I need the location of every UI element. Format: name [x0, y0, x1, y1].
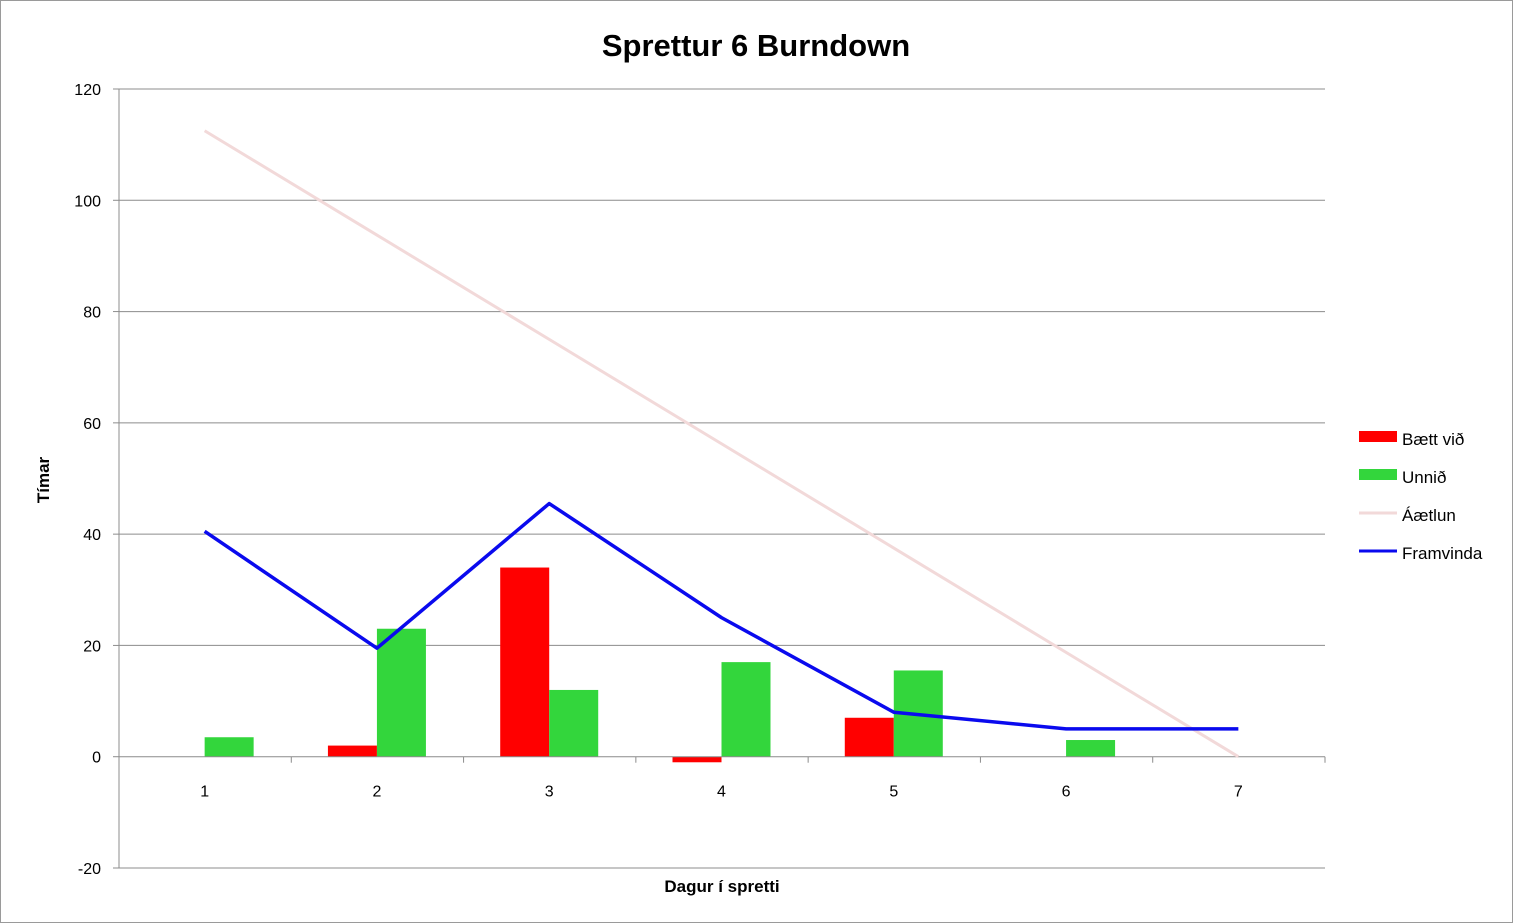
y-axis-title: Tímar	[34, 456, 53, 503]
y-tick-label: 100	[74, 193, 101, 210]
bar-unni--4	[721, 662, 771, 757]
bar-unni--6	[1066, 740, 1116, 757]
x-tick-label: 1	[200, 784, 209, 801]
x-tick-label: 5	[889, 784, 898, 801]
bar-unni--1	[204, 737, 254, 757]
x-tick-label: 2	[372, 784, 381, 801]
line--tlun	[203, 129, 1240, 758]
legend-label: Áætlun	[1402, 506, 1456, 525]
bars	[204, 567, 1116, 763]
legend: Bætt við Unnið Áætlun Framvinda	[1359, 430, 1483, 563]
legend-label: Framvinda	[1402, 544, 1483, 563]
y-tick-label: 60	[83, 416, 101, 433]
y-tick-label: 120	[74, 82, 101, 99]
y-tick-label: -20	[78, 861, 101, 878]
bar-b-tt-vi--2	[327, 745, 377, 757]
legend-swatch	[1359, 469, 1397, 480]
legend-swatch	[1359, 431, 1397, 442]
chart-title: Sprettur 6 Burndown	[602, 28, 910, 63]
bar-b-tt-vi--3	[500, 567, 550, 757]
axes: -20 0 20 40 60 80 100 120 1 2 3 4 5 6 7	[74, 82, 1326, 878]
bar-unni--2	[376, 628, 426, 757]
line-framvinda	[203, 501, 1239, 731]
y-tick-label: 80	[83, 305, 101, 322]
x-axis-title: Dagur í spretti	[664, 877, 779, 896]
x-tick-label: 4	[717, 784, 726, 801]
lines	[203, 129, 1240, 758]
legend-label: Bætt við	[1402, 430, 1464, 449]
y-tick-label: 20	[83, 638, 101, 655]
bar-b-tt-vi--4	[672, 756, 722, 763]
legend-label: Unnið	[1402, 468, 1446, 487]
x-tick-label: 3	[545, 784, 554, 801]
x-tick-label: 7	[1234, 784, 1243, 801]
y-tick-label: 0	[92, 750, 101, 767]
y-tick-label: 40	[83, 527, 101, 544]
bar-b-tt-vi--5	[844, 717, 894, 757]
x-tick-label: 6	[1062, 784, 1071, 801]
bar-unni--3	[549, 689, 599, 757]
